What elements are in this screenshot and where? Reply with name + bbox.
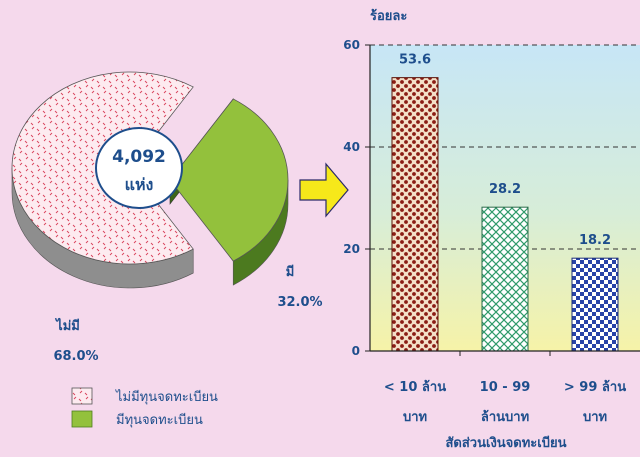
x-tick-label-line2: บาท <box>403 410 427 425</box>
bar <box>571 257 619 352</box>
x-tick-label: > 99 ล้าน <box>564 379 626 395</box>
y-tick-label: 40 <box>343 140 360 154</box>
pie-center-unit: แห่ง <box>125 175 154 194</box>
pie-slice-value-without: 68.0% <box>53 349 98 364</box>
bar <box>481 206 529 352</box>
bar <box>391 77 439 352</box>
x-tick-label-line2: ล้านบาท <box>481 409 529 425</box>
pie-center-value: 4,092 <box>112 147 166 167</box>
arrow-icon <box>299 162 349 218</box>
pie-slice-value-with: 32.0% <box>277 295 322 310</box>
y-tick-label: 60 <box>343 38 360 52</box>
y-tick-label: 20 <box>343 242 360 256</box>
pie-slice-with <box>169 98 289 262</box>
x-tick-label: 10 - 99 <box>480 380 531 395</box>
legend-swatch-with <box>71 410 93 428</box>
pie-slice-label-without: ไม่มี <box>54 317 80 334</box>
y-tick-label: 0 <box>352 344 360 358</box>
bar-series: 53.6 28.2 18.2 <box>391 53 619 352</box>
pie-slice-label-with: มี <box>286 264 295 280</box>
bar-x-axis-title: สัดส่วนเงินจดทะเบียน <box>446 435 567 451</box>
legend-label-without: ไม่มีทุนจดทะเบียน <box>115 389 218 405</box>
bar-value-label: 53.6 <box>399 53 431 68</box>
x-tick-label-line2: บาท <box>583 410 607 425</box>
bar-value-label: 18.2 <box>579 233 611 248</box>
legend-swatch-without <box>71 387 93 405</box>
bar-axes: 0 20 40 60 < 10 ล้านบาท 10 - 99 ล้านบาท > 99 ล้… <box>343 38 640 425</box>
legend-label-with: มีทุนจดทะเบียน <box>116 412 203 428</box>
bar-value-label: 28.2 <box>489 182 521 197</box>
x-tick-label: < 10 ล้าน <box>384 379 446 395</box>
bar-y-axis-title: ร้อยละ <box>370 8 407 24</box>
pie-center-label-bubble <box>95 127 183 209</box>
